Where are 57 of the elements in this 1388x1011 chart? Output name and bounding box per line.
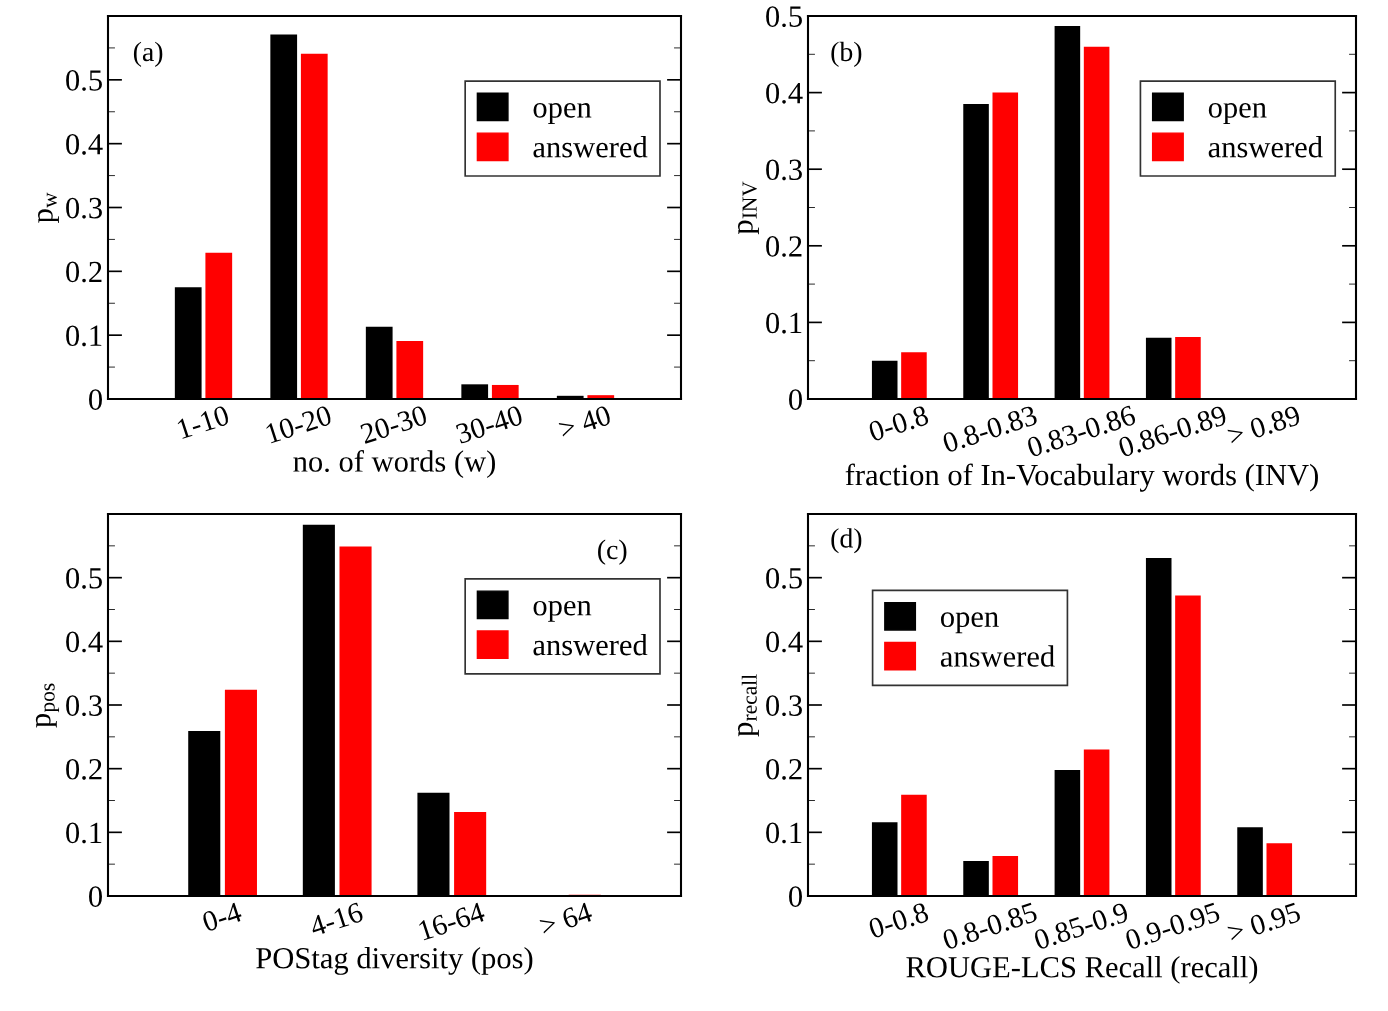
y-tick-label: 0.2 [766,758,802,780]
y-tick-label: 0.4 [766,631,803,653]
x-tick-label: 1-10 [176,405,231,440]
x-tick-label: 0-0.8 [867,902,930,939]
y-tick-label: 0.1 [766,822,802,844]
x-tick-label: 30-40 [455,405,524,444]
annotation: (c) [598,539,627,565]
y-tick-label: 0.4 [766,82,803,104]
y-tick-label: 0.5 [66,70,102,91]
y-tick-label: 0.5 [766,567,802,589]
legend-label: answered [1208,136,1323,158]
legend-label: answered [533,136,648,158]
y-axis-title: p$_{pos}$ [35,683,60,728]
y-tick-label: 0.3 [766,695,802,717]
y-axis-title: p$_{w}$ [38,192,59,223]
x-tick-label: 16-64 [418,901,486,941]
x-tick-label: 10-20 [265,405,333,444]
x-axis-title: no. of words (w) [293,450,495,479]
y-tick-label: 0.1 [66,822,102,844]
y-tick-label: 0.2 [66,758,102,780]
y-axis-title: p$_{recall}$ [738,674,759,737]
x-tick-label: 0-4 [201,901,243,933]
y-tick-label: 0.5 [66,567,102,589]
y-tick-label: 0 [789,886,802,907]
x-axis-title: POStag diversity (pos) [256,947,533,975]
x-tick-label: > 0.95 [1226,902,1302,944]
y-tick-label: 0 [89,886,102,907]
annotation: (d) [831,528,862,554]
annotation: (b) [831,41,862,67]
x-axis-title: ROUGE-LCS Recall (recall) [906,956,1258,984]
x-tick-label: > 0.89 [1226,405,1302,447]
y-axis-title: p$_{INV}$ [738,181,759,235]
x-tick-label: 4-16 [308,902,365,937]
y-tick-label: 0.3 [766,159,802,181]
y-tick-label: 0 [789,389,802,410]
legend-label: open [533,103,592,124]
y-tick-label: 0.4 [66,631,103,653]
y-tick-label: 0.3 [66,695,102,717]
y-tick-label: 0.1 [766,312,802,334]
y-tick-label: 0.2 [766,236,802,257]
x-tick-label: 0-0.8 [867,405,930,442]
annotation: (a) [133,41,163,67]
legend-label: open [940,612,999,634]
y-tick-label: 0.4 [66,133,103,155]
x-tick-label: 20-30 [359,405,429,445]
legend-label: open [1208,103,1267,124]
y-tick-label: 0.3 [66,197,102,219]
legend-label: answered [940,645,1055,667]
x-axis-title: fraction of In-Vocabulary words (INV) [845,463,1318,492]
legend-label: answered [533,633,648,656]
x-tick-label: > 64 [538,901,594,937]
y-tick-label: 0.2 [66,261,102,283]
y-tick-label: 0.5 [766,6,802,28]
y-tick-label: 0 [89,389,102,410]
x-tick-label: > 40 [557,405,612,440]
legend-label: open [533,600,592,622]
y-tick-label: 0.1 [66,325,102,347]
